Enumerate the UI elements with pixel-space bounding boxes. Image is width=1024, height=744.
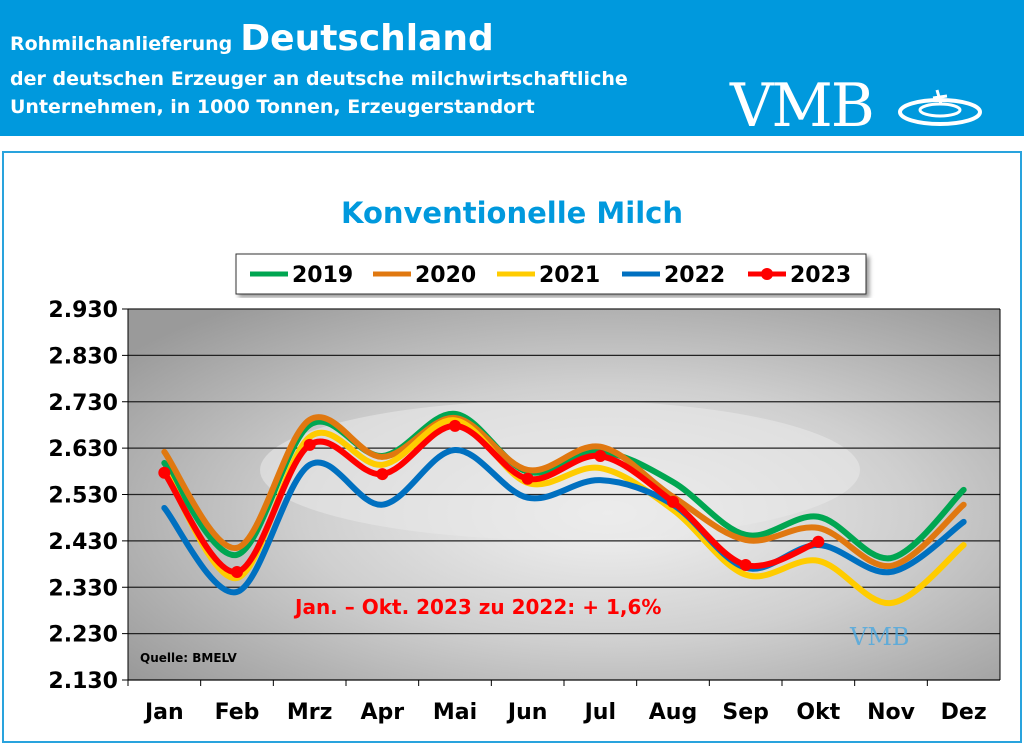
series-line-2020 [161,414,967,569]
annotation-text: Jan. – Okt. 2023 zu 2022: + 1,6% [293,595,661,619]
y-tick-label: 2.230 [48,623,118,648]
header-line3: Unternehmen, in 1000 Tonnen, Erzeugersta… [10,96,535,118]
header-title: Deutschland [240,18,494,59]
data-point-2023 [521,472,534,485]
chart-frame [2,151,1022,743]
y-tick-label: 2.530 [48,484,118,509]
y-tick-label: 2.130 [48,669,118,694]
x-tick-label: Aug [649,700,697,725]
x-tick-label: Okt [796,700,840,725]
header-banner: Rohmilchanlieferung Deutschland der deuts… [0,0,1024,136]
y-tick-label: 2.930 [48,298,118,323]
x-tick-label: Mrz [287,700,333,725]
legend-label-2022: 2022 [664,263,725,288]
header-subtitle: Rohmilchanlieferung [10,33,233,55]
series-line-2023 [161,422,822,575]
legend-label-2023: 2023 [790,263,851,288]
x-tick-label: Nov [867,700,916,725]
data-point-2023 [376,468,389,481]
data-point-2023 [231,565,243,578]
y-tick-label: 2.730 [48,391,118,416]
vmb-logo: VMB [730,76,982,136]
y-tick-label: 2.830 [48,344,118,369]
header-line2: der deutschen Erzeuger an deutsche milch… [10,68,628,90]
x-tick-label: Jul [583,700,616,725]
data-point-2023 [667,495,679,508]
x-tick-label: Mai [433,700,477,725]
y-tick-label: 2.330 [48,576,118,601]
x-tick-label: Sep [722,700,769,725]
data-point-2023 [739,558,752,571]
data-point-2023 [158,466,171,479]
y-tick-label: 2.430 [48,530,118,555]
legend-marker-2023 [761,268,773,280]
logo-swirl-icon [898,89,982,126]
legend-label-2019: 2019 [292,263,353,288]
chart-title: Konventionelle Milch [340,196,683,230]
x-tick-label: Jan [143,700,184,725]
data-point-2023 [449,419,461,432]
y-tick-label: 2.630 [48,437,118,462]
header-line1: Rohmilchanlieferung Deutschland [10,18,494,59]
x-tick-label: Jun [506,700,548,725]
legend-label-2020: 2020 [415,263,476,288]
watermark-logo: VMB [849,623,910,651]
x-tick-label: Dez [941,700,987,725]
legend-label-2021: 2021 [539,263,600,288]
source-text: Quelle: BMELV [140,651,238,665]
x-tick-label: Feb [215,700,260,725]
data-point-2023 [303,438,316,451]
x-tick-label: Apr [361,700,405,725]
data-point-2023 [812,535,825,548]
data-point-2023 [594,450,607,463]
